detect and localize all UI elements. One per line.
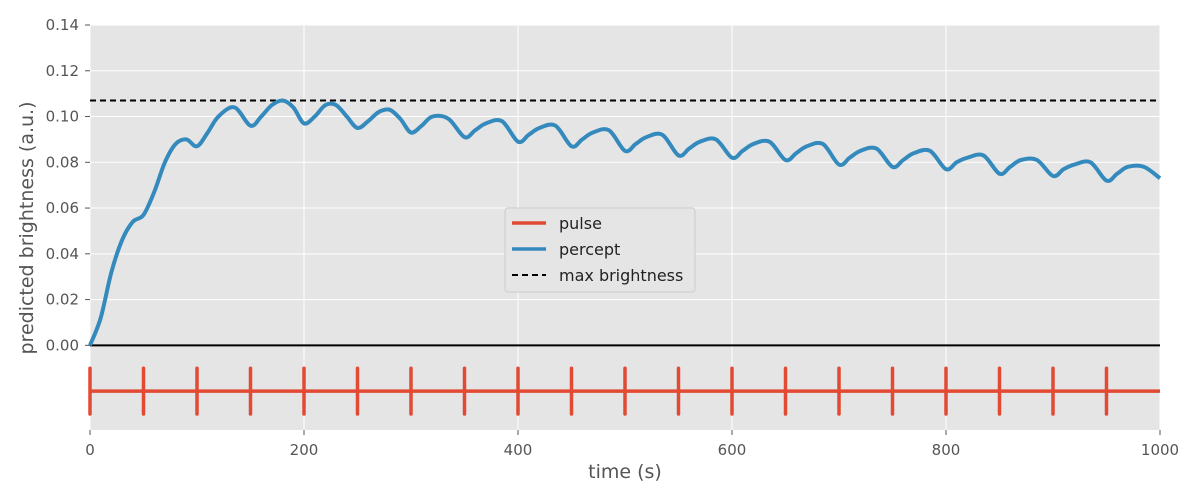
x-tick-label: 0 bbox=[85, 441, 95, 459]
legend-box bbox=[504, 207, 696, 293]
legend-label-pulse: pulse bbox=[559, 214, 602, 233]
y-tick-label: 0.10 bbox=[46, 108, 79, 126]
x-tick-label: 200 bbox=[290, 441, 319, 459]
y-tick-label: 0.08 bbox=[46, 153, 79, 171]
x-axis: 0 200 400 600 800 1000 bbox=[85, 430, 1179, 459]
y-tick-label: 0.12 bbox=[46, 62, 79, 80]
legend-label-max-brightness: max brightness bbox=[559, 266, 683, 285]
x-tick-label: 600 bbox=[718, 441, 747, 459]
x-tick-label: 1000 bbox=[1141, 441, 1179, 459]
y-tick-label: 0.00 bbox=[46, 336, 79, 354]
y-tick-label: 0.14 bbox=[46, 16, 79, 34]
x-axis-label: time (s) bbox=[588, 461, 662, 483]
y-axis-label: predicted brightness (a.u.) bbox=[16, 101, 38, 354]
x-tick-label: 800 bbox=[932, 441, 961, 459]
y-tick-label: 0.04 bbox=[46, 245, 79, 263]
y-tick-label: 0.02 bbox=[46, 291, 79, 309]
series-layer bbox=[88, 98, 1162, 416]
x-tick-label: 400 bbox=[504, 441, 533, 459]
y-tick-label: 0.06 bbox=[46, 199, 79, 217]
legend: pulse percept max brightness bbox=[504, 207, 696, 293]
percept-line bbox=[88, 98, 1162, 347]
legend-label-percept: percept bbox=[559, 240, 620, 259]
y-axis: 0.00 0.02 0.04 0.06 0.08 0.10 0.12 0.14 bbox=[46, 16, 90, 354]
